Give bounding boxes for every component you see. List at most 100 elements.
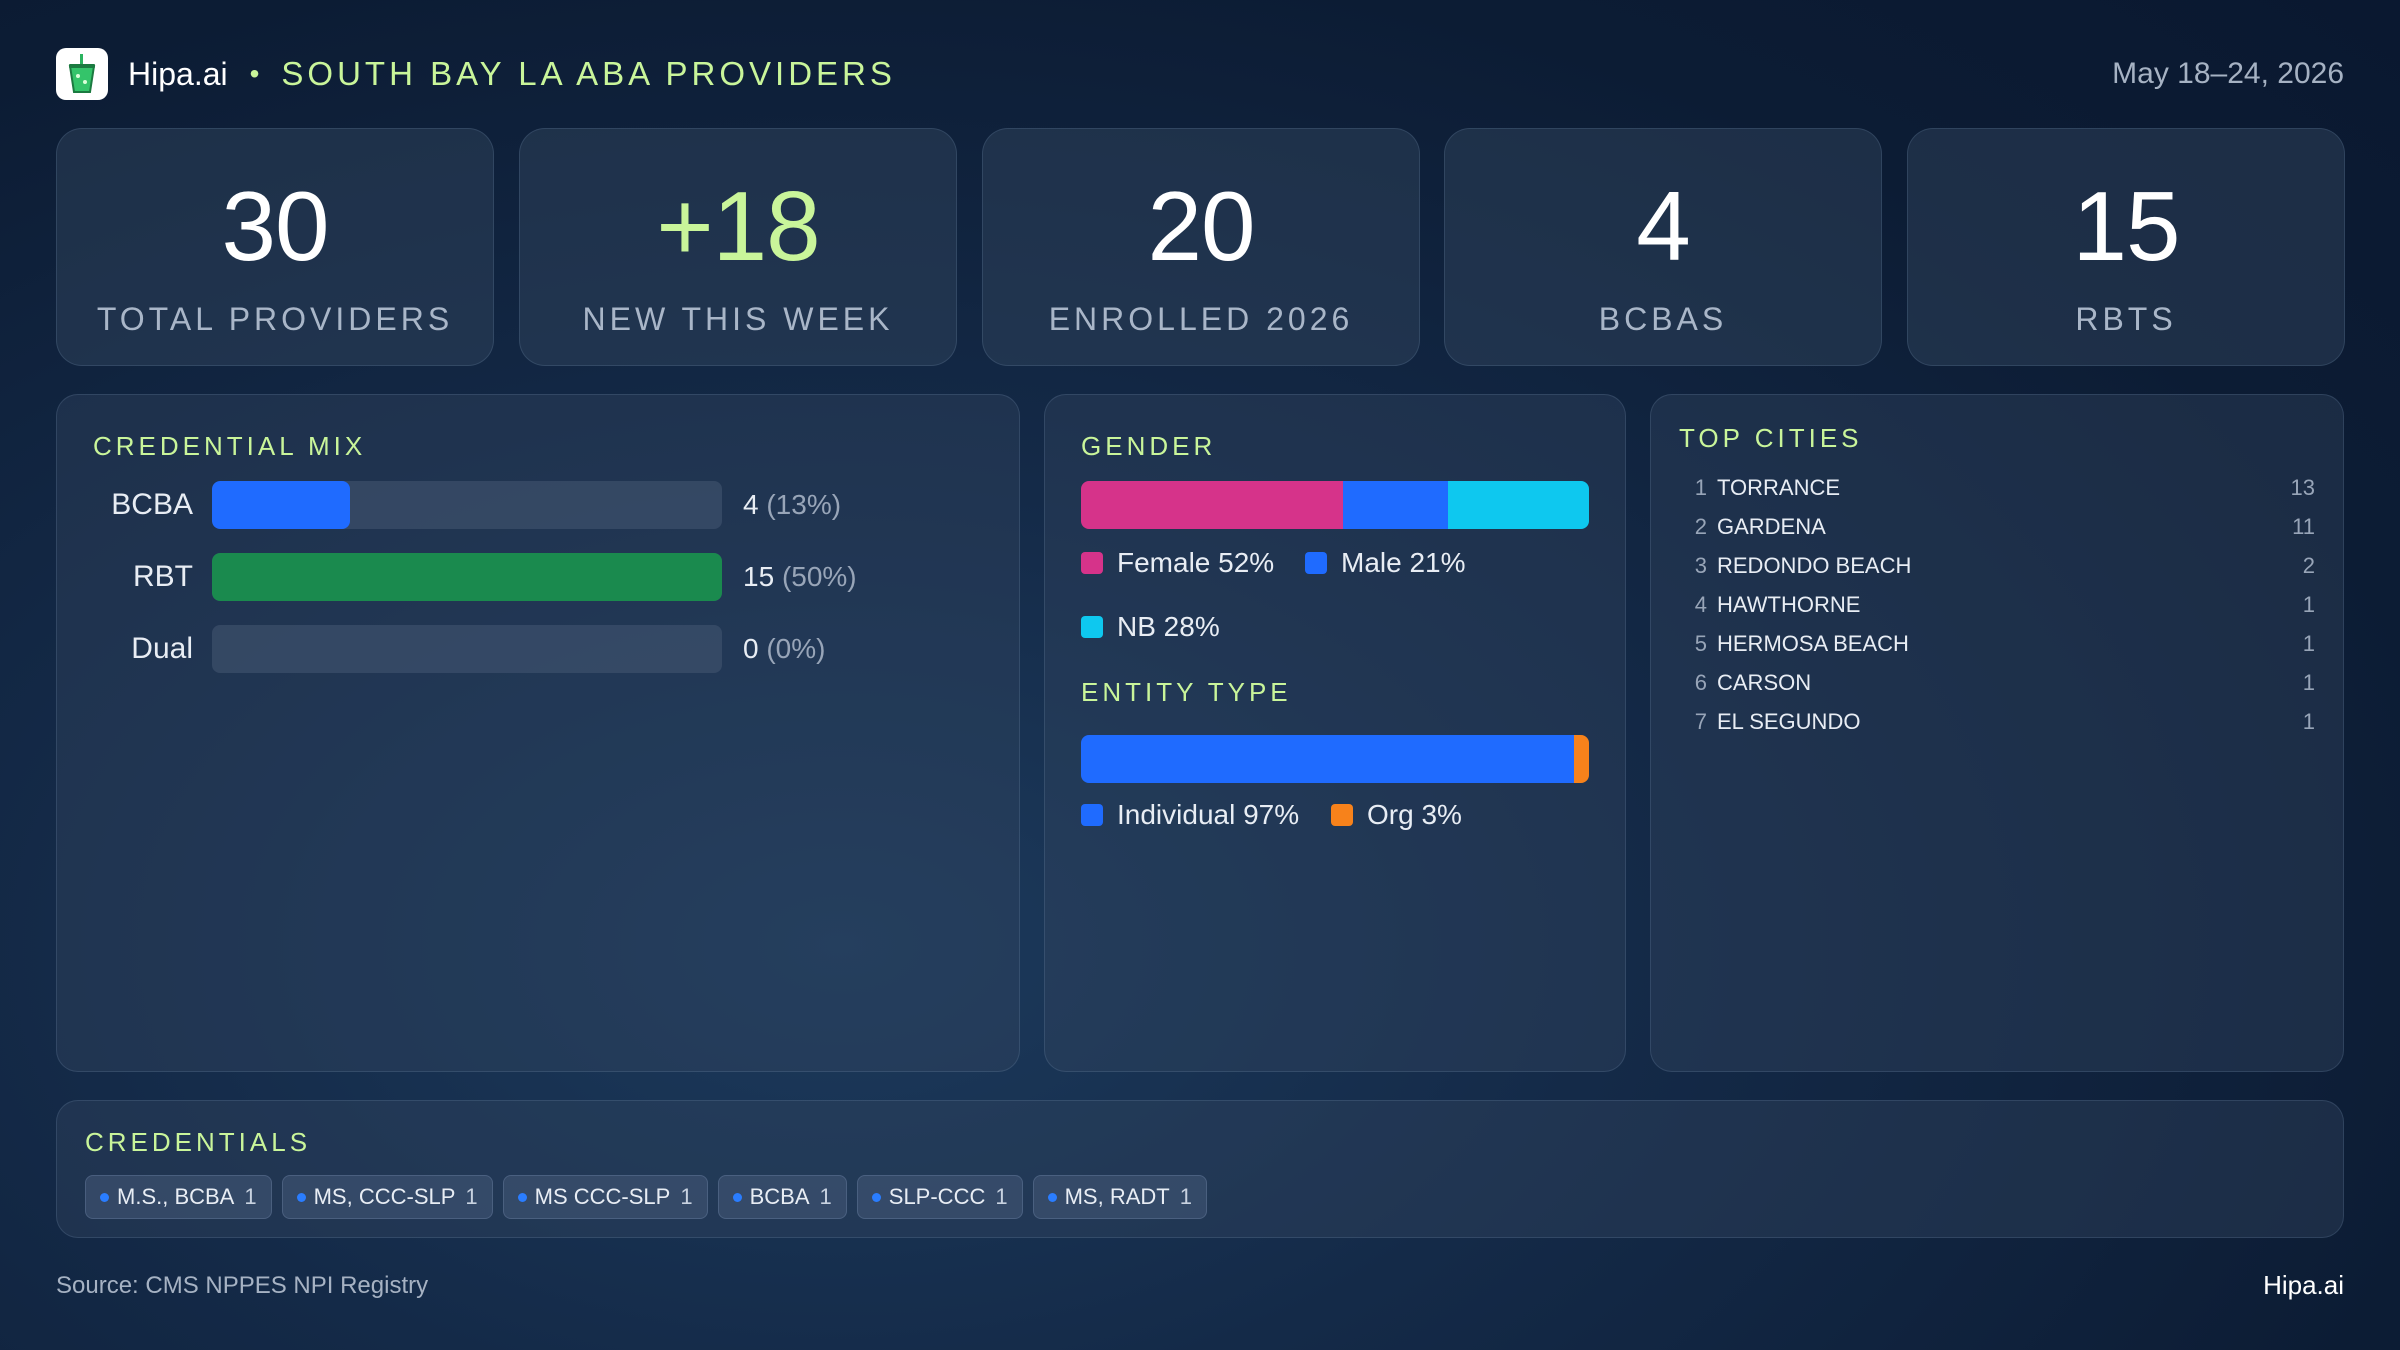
legend-female: Female 52% xyxy=(1081,547,1274,579)
city-row: 2 GARDENA 11 xyxy=(1681,512,2315,542)
city-name: GARDENA xyxy=(1717,514,1826,539)
credential-count: 4 (13%) xyxy=(743,489,842,520)
title-separator: • xyxy=(249,58,260,89)
stat-value: 4 xyxy=(1636,171,1691,281)
city-rank: 4 xyxy=(1694,592,1707,617)
city-row: 4 HAWTHORNE 1 xyxy=(1681,590,2315,620)
city-count: 1 xyxy=(2302,631,2315,656)
panel-title: TOP CITIES xyxy=(1679,423,1863,453)
credential-mix-panel: CREDENTIAL MIX BCBA 4 (13%) RBT 15 (50%)… xyxy=(56,394,1020,1072)
city-rank: 3 xyxy=(1694,553,1707,578)
entity-segment-individual xyxy=(1081,735,1574,783)
city-count: 1 xyxy=(2302,709,2315,734)
chip-dot-icon xyxy=(732,1192,742,1202)
legend-org: Org 3% xyxy=(1331,799,1462,831)
stat-card-total-providers: 30 TOTAL PROVIDERS xyxy=(56,128,494,366)
stat-label: RBTS xyxy=(2075,301,2177,337)
chip-dot-icon xyxy=(871,1192,881,1202)
chip-label: M.S., BCBA xyxy=(117,1184,235,1209)
credential-label: Dual xyxy=(131,632,193,665)
city-count: 2 xyxy=(2302,553,2315,578)
credential-chip[interactable]: M.S., BCBA 1 xyxy=(85,1175,272,1219)
chip-dot-icon xyxy=(1047,1192,1057,1202)
entity-stacked-bar xyxy=(1081,735,1589,783)
city-name: REDONDO BEACH xyxy=(1717,553,1912,578)
legend-swatch xyxy=(1081,552,1103,574)
city-row: 3 REDONDO BEACH 2 xyxy=(1681,551,2315,581)
legend-male: Male 21% xyxy=(1305,547,1466,579)
credential-row-bcba: BCBA 4 (13%) xyxy=(57,481,841,529)
credential-label: BCBA xyxy=(111,488,193,521)
gender-segment-nb xyxy=(1448,481,1589,529)
stat-card-new-this-week: +18 NEW THIS WEEK xyxy=(519,128,957,366)
city-name: HAWTHORNE xyxy=(1717,592,1861,617)
credential-chip[interactable]: MS, CCC-SLP 1 xyxy=(281,1175,493,1219)
credential-bar-fill xyxy=(212,553,722,601)
stat-card-bcbas: 4 BCBAS xyxy=(1444,128,1882,366)
credential-chip[interactable]: SLP-CCC 1 xyxy=(856,1175,1023,1219)
city-row: 7 EL SEGUNDO 1 xyxy=(1681,707,2315,737)
legend-swatch xyxy=(1331,804,1353,826)
stat-label: BCBAS xyxy=(1598,301,1728,337)
stat-value: 30 xyxy=(221,171,329,281)
chip-count: 1 xyxy=(1179,1184,1192,1209)
chip-label: MS, CCC-SLP xyxy=(313,1184,456,1209)
credential-count: 0 (0%) xyxy=(743,633,826,664)
gender-segment-female xyxy=(1081,481,1343,529)
chip-label: SLP-CCC xyxy=(888,1184,986,1209)
city-rank: 5 xyxy=(1694,631,1707,656)
credential-label: RBT xyxy=(133,560,193,593)
legend-individual: Individual 97% xyxy=(1081,799,1299,831)
brand-name: Hipa.ai xyxy=(128,55,228,92)
gender-stacked-bar xyxy=(1081,481,1589,529)
credential-row-rbt: RBT 15 (50%) xyxy=(57,553,857,601)
city-rank: 2 xyxy=(1694,514,1707,539)
legend-label: NB 28% xyxy=(1117,611,1220,642)
chip-dot-icon xyxy=(296,1192,306,1202)
credential-bar-fill xyxy=(212,481,350,529)
city-count: 1 xyxy=(2302,592,2315,617)
legend-label: Female 52% xyxy=(1117,547,1275,578)
credential-bar-track xyxy=(212,481,722,529)
panel-title: CREDENTIALS xyxy=(85,1127,312,1157)
credential-count: 15 (50%) xyxy=(743,561,857,592)
chip-label: MS CCC-SLP xyxy=(534,1184,671,1209)
chip-label: MS, RADT xyxy=(1064,1184,1170,1209)
stat-card-enrolled-2026: 20 ENROLLED 2026 xyxy=(982,128,1420,366)
top-cities-panel: TOP CITIES 1 TORRANCE 13 2 GARDENA 11 3 … xyxy=(1650,394,2344,1072)
legend-swatch xyxy=(1305,552,1327,574)
stat-value: 15 xyxy=(2072,171,2180,281)
credentials-panel: CREDENTIALS M.S., BCBA 1 MS, CCC-SLP 1 M… xyxy=(56,1100,2344,1238)
city-count: 1 xyxy=(2302,670,2315,695)
credential-bar-track xyxy=(212,625,722,673)
legend-nb: NB 28% xyxy=(1081,611,1220,643)
credential-chip[interactable]: BCBA 1 xyxy=(717,1175,847,1219)
legend-label: Male 21% xyxy=(1341,547,1466,578)
chip-dot-icon xyxy=(100,1192,109,1202)
drink-cup-icon xyxy=(68,54,96,93)
city-name: TORRANCE xyxy=(1717,475,1841,500)
city-name: EL SEGUNDO xyxy=(1717,709,1861,734)
city-row: 6 CARSON 1 xyxy=(1681,668,2315,698)
city-rank: 7 xyxy=(1694,709,1707,734)
chip-count: 1 xyxy=(995,1184,1008,1209)
legend-label: Org 3% xyxy=(1367,799,1462,830)
credential-chip[interactable]: MS, RADT 1 xyxy=(1032,1175,1207,1219)
stat-label: TOTAL PROVIDERS xyxy=(96,301,454,337)
city-count: 13 xyxy=(2290,475,2315,500)
entity-segment-org xyxy=(1573,735,1589,783)
stat-label: ENROLLED 2026 xyxy=(1048,301,1354,337)
city-name: HERMOSA BEACH xyxy=(1717,631,1909,656)
chip-dot-icon xyxy=(517,1192,527,1202)
chip-count: 1 xyxy=(244,1184,257,1209)
gender-entity-panel: GENDER Female 52% Male 21% NB 28% ENTITY… xyxy=(1044,394,1626,1072)
page-title: SOUTH BAY LA ABA PROVIDERS xyxy=(281,55,896,92)
legend-swatch xyxy=(1081,804,1103,826)
chip-label: BCBA xyxy=(749,1184,810,1209)
credential-chip[interactable]: MS CCC-SLP 1 xyxy=(502,1175,708,1219)
city-rank: 6 xyxy=(1694,670,1707,695)
app-logo xyxy=(56,48,108,100)
legend-label: Individual 97% xyxy=(1117,799,1300,830)
stat-card-rbts: 15 RBTS xyxy=(1907,128,2345,366)
entity-type-title: ENTITY TYPE xyxy=(1081,677,1292,707)
